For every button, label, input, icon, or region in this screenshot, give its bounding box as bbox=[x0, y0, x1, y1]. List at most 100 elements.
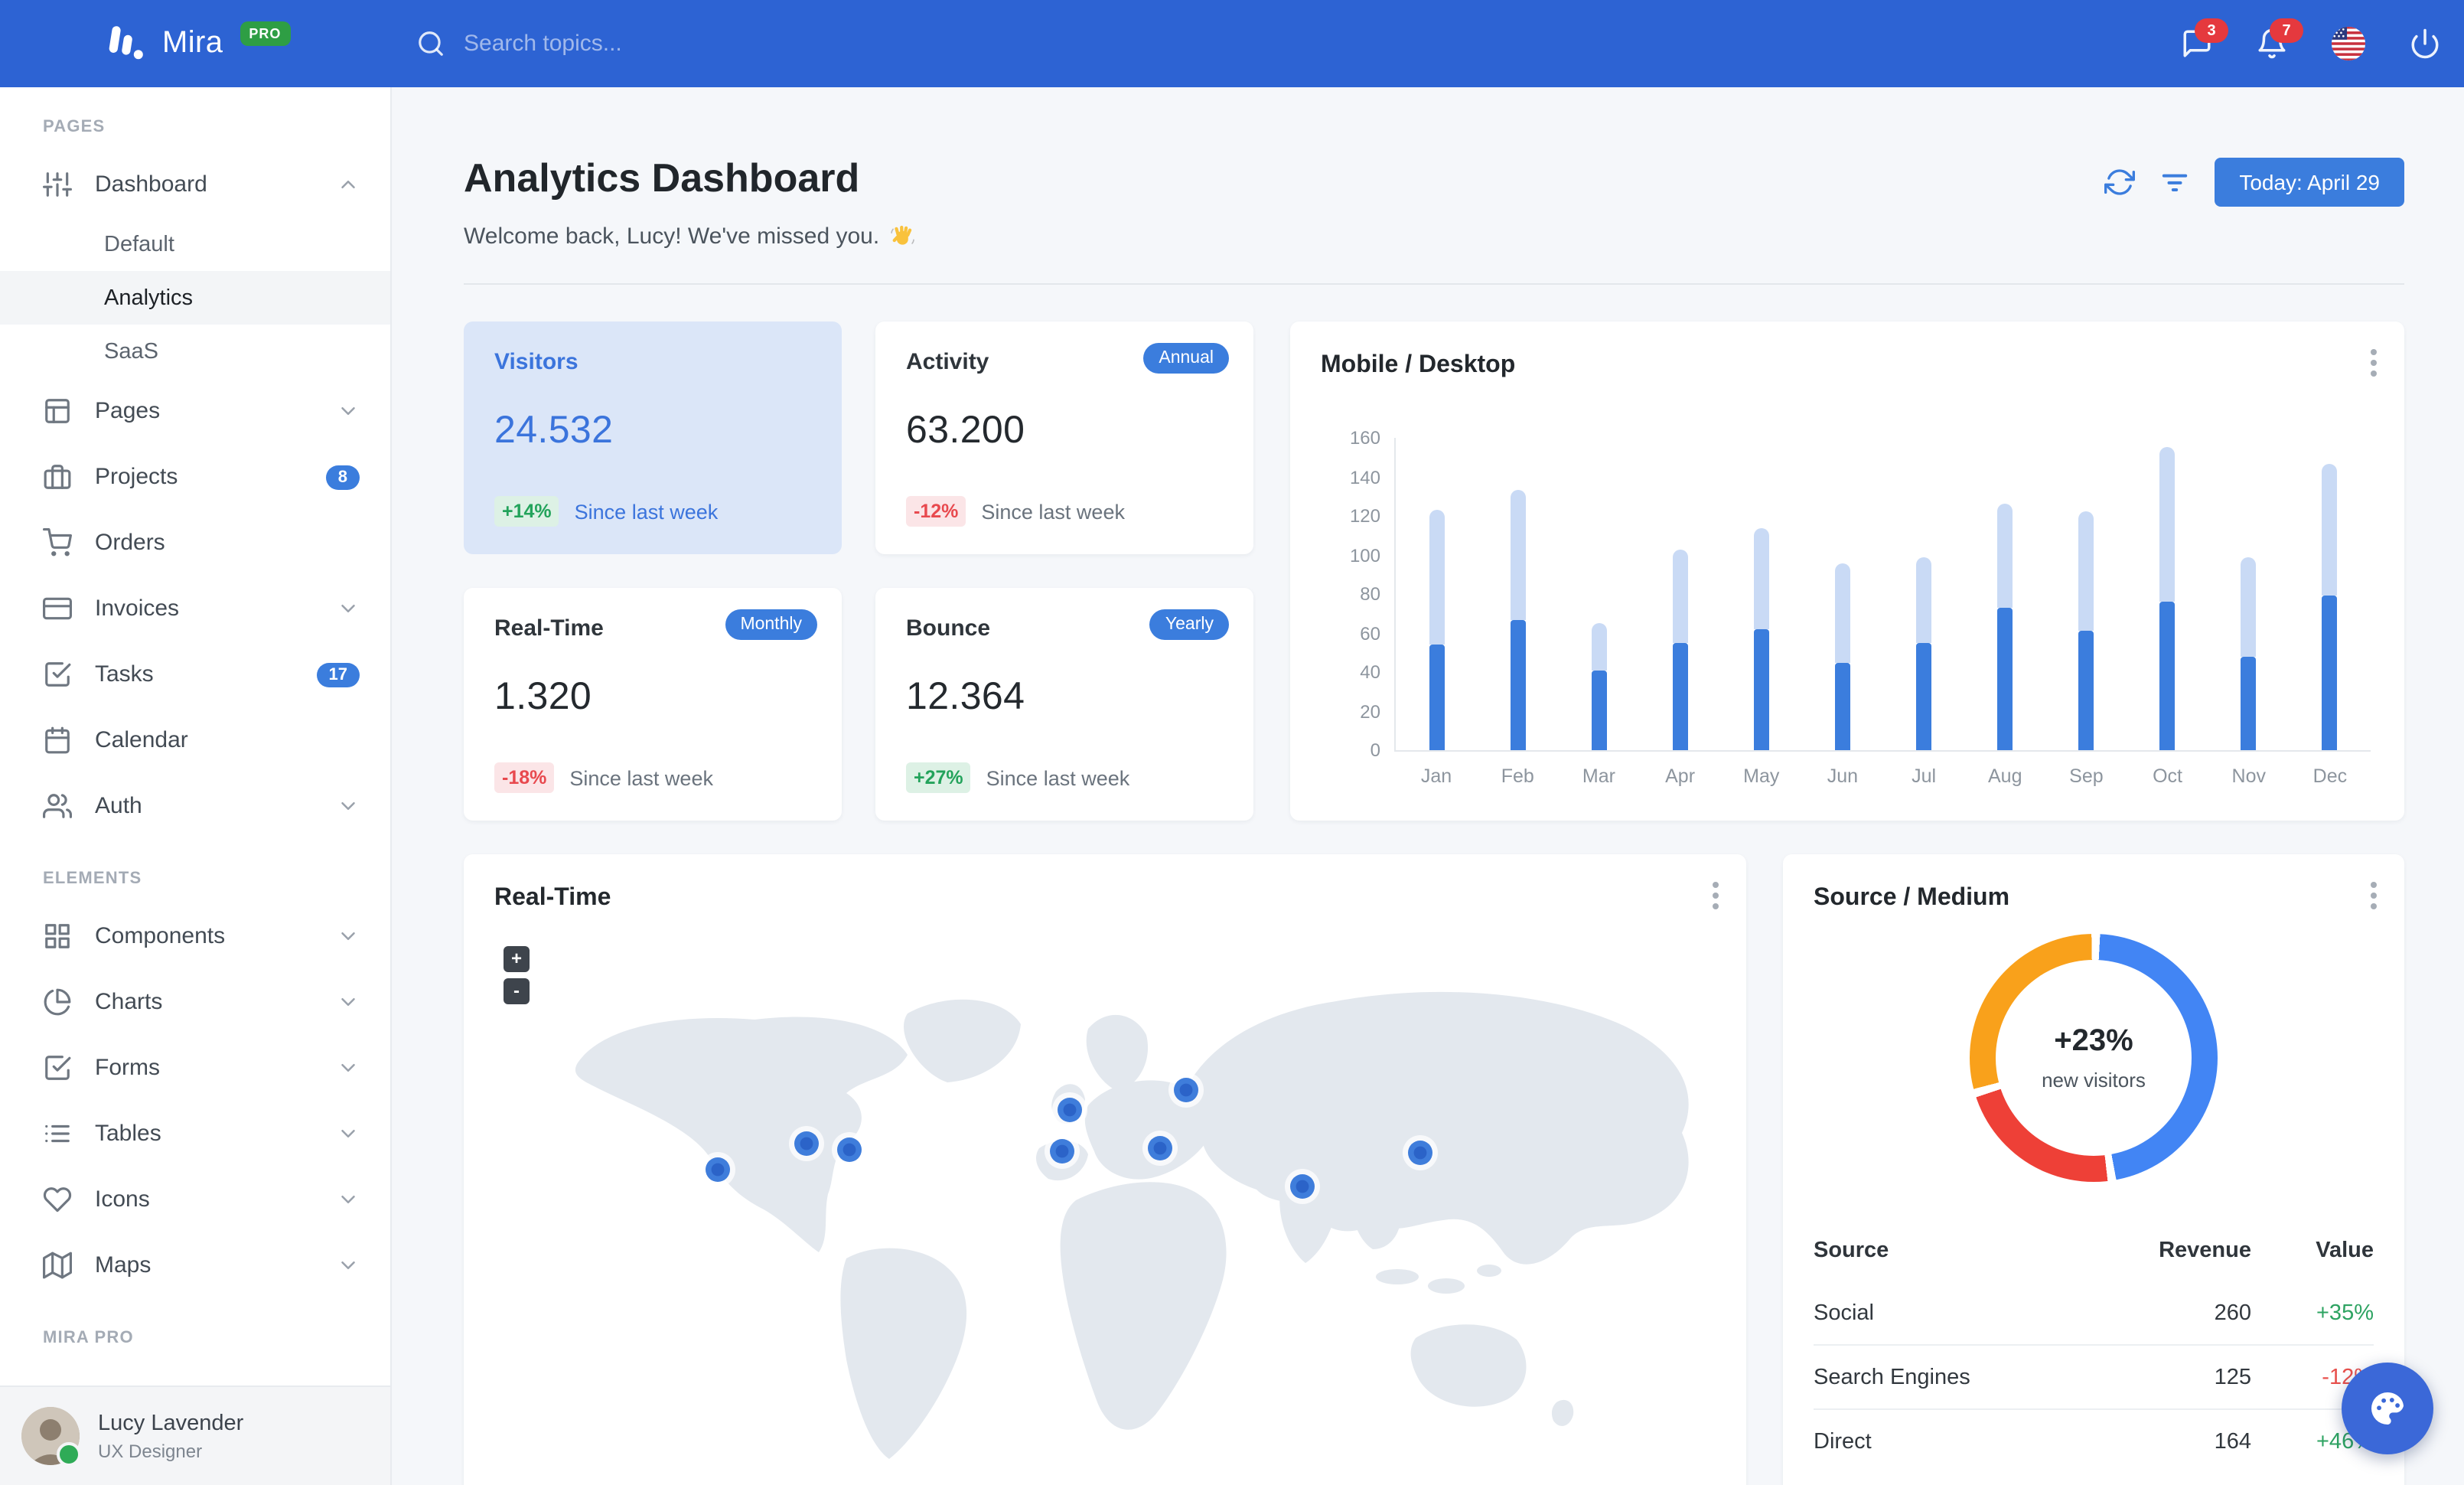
bar-jul bbox=[1916, 556, 1932, 750]
notifications-button[interactable]: 7 bbox=[2256, 18, 2303, 60]
map-marker-3[interactable] bbox=[832, 1132, 867, 1167]
map-title: Real-Time bbox=[494, 885, 611, 911]
online-status-dot bbox=[57, 1442, 81, 1467]
sidebar-item-invoices[interactable]: Invoices bbox=[0, 576, 390, 641]
x-axis-label: Jun bbox=[1827, 765, 1859, 787]
y-axis-tick: 120 bbox=[1349, 505, 1380, 527]
page-subtitle: Welcome back, Lucy! We've missed you. bbox=[464, 224, 2404, 250]
period-badge[interactable]: Yearly bbox=[1149, 609, 1229, 640]
map-marker-5[interactable] bbox=[1045, 1134, 1080, 1169]
language-flag-button[interactable] bbox=[2331, 26, 2366, 61]
x-axis-label: Jan bbox=[1420, 765, 1452, 787]
map-zoom-out-button[interactable]: - bbox=[504, 978, 530, 1004]
sidebar-item-pages[interactable]: Pages bbox=[0, 378, 390, 444]
stat-delta-badge: +27% bbox=[906, 762, 971, 793]
sidebar-item-orders[interactable]: Orders bbox=[0, 510, 390, 576]
sidebar-item-calendar[interactable]: Calendar bbox=[0, 707, 390, 773]
value-cell: +35% bbox=[2316, 1301, 2374, 1325]
y-axis-tick: 140 bbox=[1349, 466, 1380, 488]
sidebar-item-charts[interactable]: Charts bbox=[0, 969, 390, 1035]
sidebar-item-dashboard[interactable]: Dashboard bbox=[0, 152, 390, 217]
card-menu-button[interactable] bbox=[2371, 882, 2377, 909]
bar-oct bbox=[2159, 447, 2176, 750]
realtime-map-card: Real-Time + - bbox=[464, 854, 1746, 1485]
sidebar-item-label: Charts bbox=[95, 989, 163, 1015]
avatar bbox=[21, 1407, 81, 1467]
chevron-down-icon bbox=[337, 1122, 360, 1145]
map-marker-6[interactable] bbox=[1142, 1131, 1178, 1166]
stat-title: Real-Time bbox=[494, 615, 604, 641]
y-axis-tick: 40 bbox=[1360, 661, 1380, 683]
revenue-cell: 125 bbox=[2214, 1365, 2251, 1389]
world-map[interactable] bbox=[479, 937, 1734, 1485]
map-marker-1[interactable] bbox=[700, 1152, 735, 1187]
y-axis-tick: 20 bbox=[1360, 700, 1380, 722]
bar-mar bbox=[1591, 623, 1607, 750]
sidebar-item-label: Tables bbox=[95, 1121, 161, 1147]
chevron-down-icon bbox=[337, 1056, 360, 1079]
navbar-actions: 3 7 bbox=[2181, 0, 2441, 87]
sidebar-item-label: Icons bbox=[95, 1186, 150, 1212]
period-badge[interactable]: Annual bbox=[1143, 343, 1229, 374]
stat-delta-badge: -18% bbox=[494, 762, 555, 793]
sliders-icon bbox=[43, 170, 72, 199]
source-table-row: Social 260 +35% bbox=[1814, 1281, 2374, 1344]
layout-icon bbox=[43, 397, 72, 426]
search-icon bbox=[416, 29, 445, 58]
card-menu-button[interactable] bbox=[1713, 882, 1719, 909]
map-marker-4[interactable] bbox=[1052, 1092, 1087, 1128]
source-table-header: Source Revenue Value bbox=[1814, 1238, 2374, 1262]
sidebar-item-projects[interactable]: Projects 8 bbox=[0, 444, 390, 510]
map-marker-7[interactable] bbox=[1168, 1072, 1204, 1108]
sidebar-item-label: Calendar bbox=[95, 727, 188, 753]
messages-count-badge: 3 bbox=[2195, 18, 2228, 43]
map-marker-9[interactable] bbox=[1403, 1135, 1438, 1170]
sidebar-subitem-saas[interactable]: SaaS bbox=[104, 339, 158, 364]
y-axis-tick: 60 bbox=[1360, 622, 1380, 644]
bar-nov bbox=[2241, 556, 2257, 750]
sidebar: PAGES Dashboard Default Analytics SaaS Pages P… bbox=[0, 87, 392, 1485]
chevron-down-icon bbox=[337, 991, 360, 1013]
map-marker-8[interactable] bbox=[1285, 1169, 1320, 1204]
sidebar-item-tasks[interactable]: Tasks 17 bbox=[0, 641, 390, 707]
grid-icon bbox=[43, 922, 72, 951]
sidebar-item-tables[interactable]: Tables bbox=[0, 1101, 390, 1167]
stat-value: 24.532 bbox=[494, 409, 614, 452]
pro-badge: PRO bbox=[240, 21, 291, 45]
x-axis-label: Feb bbox=[1501, 765, 1534, 787]
period-badge[interactable]: Monthly bbox=[725, 609, 817, 640]
sidebar-subitem-analytics[interactable]: Analytics bbox=[0, 271, 390, 325]
x-axis-label: May bbox=[1743, 765, 1780, 787]
theme-settings-fab[interactable] bbox=[2342, 1363, 2433, 1454]
sidebar-item-icons[interactable]: Icons bbox=[0, 1167, 390, 1232]
stat-cards: Visitors 24.532 +14% Since last week Act… bbox=[464, 321, 1253, 821]
messages-button[interactable]: 3 bbox=[2181, 18, 2228, 60]
stat-value: 1.320 bbox=[494, 675, 592, 718]
filter-button[interactable] bbox=[2159, 167, 2190, 197]
stat-value: 63.200 bbox=[906, 409, 1025, 452]
y-axis-tick: 80 bbox=[1360, 583, 1380, 605]
sidebar-item-forms[interactable]: Forms bbox=[0, 1035, 390, 1101]
pie-chart-icon bbox=[43, 987, 72, 1017]
sidebar-item-components[interactable]: Components bbox=[0, 903, 390, 969]
search-input[interactable] bbox=[461, 29, 865, 58]
date-range-button[interactable]: Today: April 29 bbox=[2215, 158, 2404, 207]
count-pill: 8 bbox=[325, 465, 360, 489]
sidebar-item-maps[interactable]: Maps bbox=[0, 1232, 390, 1298]
map-marker-2[interactable] bbox=[789, 1126, 824, 1161]
y-axis-tick: 160 bbox=[1349, 427, 1380, 449]
map-zoom-in-button[interactable]: + bbox=[504, 946, 530, 972]
source-table-row: Search Engines 125 -12% bbox=[1814, 1344, 2374, 1408]
user-profile[interactable]: Lucy Lavender UX Designer bbox=[0, 1385, 390, 1485]
stat-caption: Since last week bbox=[981, 500, 1125, 523]
x-axis-label: Aug bbox=[1988, 765, 2022, 787]
sidebar-item-auth[interactable]: Auth bbox=[0, 773, 390, 839]
refresh-button[interactable] bbox=[2104, 167, 2136, 197]
logout-button[interactable] bbox=[2409, 28, 2441, 60]
card-menu-button[interactable] bbox=[2371, 349, 2377, 377]
brand[interactable]: Mira PRO bbox=[104, 0, 291, 87]
source-title: Source / Medium bbox=[1814, 885, 2010, 911]
sidebar-subitem-default[interactable]: Default bbox=[104, 232, 174, 256]
x-axis-label: Oct bbox=[2153, 765, 2183, 787]
